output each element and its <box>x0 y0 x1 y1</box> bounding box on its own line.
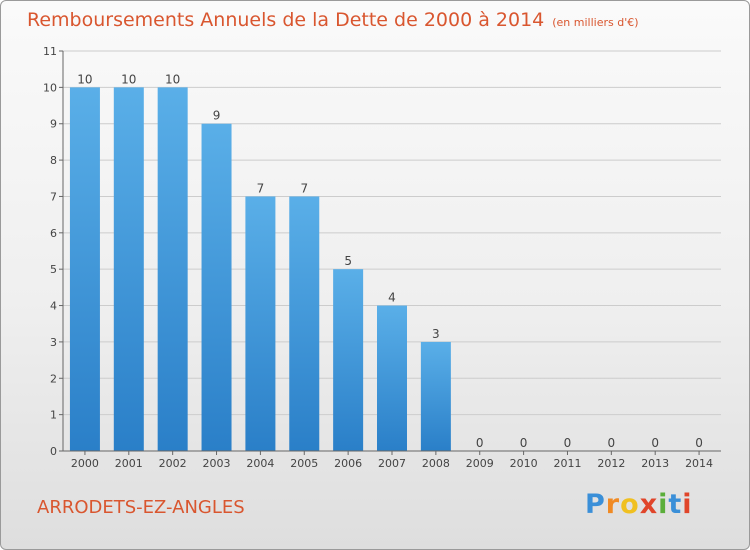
y-tick-label: 8 <box>50 154 57 167</box>
bar <box>333 269 364 451</box>
chart-title: Remboursements Annuels de la Dette de 20… <box>27 9 639 31</box>
y-tick-label: 7 <box>50 190 57 203</box>
x-tick-label: 2014 <box>685 457 713 470</box>
x-tick-label: 2003 <box>203 457 231 470</box>
y-tick-label: 9 <box>50 118 57 131</box>
x-tick-label: 2008 <box>422 457 450 470</box>
x-tick-label: 2001 <box>115 457 143 470</box>
chart-title-text: Remboursements Annuels de la Dette de 20… <box>27 9 545 31</box>
x-tick-label: 2012 <box>597 457 625 470</box>
bar <box>289 196 320 451</box>
bar <box>157 87 188 451</box>
y-tick-label: 3 <box>50 336 57 349</box>
y-tick-label: 4 <box>50 300 57 313</box>
bar-value-label: 4 <box>388 291 396 305</box>
bar-value-label: 0 <box>651 436 659 450</box>
y-tick-label: 6 <box>50 227 57 240</box>
bar-value-label: 0 <box>520 436 528 450</box>
y-tick-label: 2 <box>50 372 57 385</box>
bar <box>201 123 232 452</box>
bar-value-label: 0 <box>695 436 703 450</box>
y-tick-label: 5 <box>50 263 57 276</box>
logo-letter: t <box>668 489 683 520</box>
proxiti-logo: Proxiti <box>585 489 693 520</box>
bar-value-label: 0 <box>608 436 616 450</box>
bar-value-label: 0 <box>564 436 572 450</box>
x-tick-label: 2000 <box>71 457 99 470</box>
chart-subtitle: (en milliers d'€) <box>552 16 639 29</box>
logo-letter: P <box>585 489 606 520</box>
bar-value-label: 10 <box>165 72 180 86</box>
x-tick-label: 2013 <box>641 457 669 470</box>
logo-letter: o <box>620 489 640 520</box>
bar <box>245 196 276 451</box>
x-tick-label: 2005 <box>290 457 318 470</box>
logo-letter: i <box>658 489 669 520</box>
bar-value-label: 7 <box>300 181 308 195</box>
bar <box>420 341 451 451</box>
bar-value-label: 10 <box>77 72 92 86</box>
logo-letter: x <box>639 489 659 520</box>
bar-value-label: 7 <box>257 181 265 195</box>
y-tick-label: 10 <box>43 81 57 94</box>
bar-value-label: 5 <box>344 254 352 268</box>
commune-name: ARRODETS-EZ-ANGLES <box>37 497 245 518</box>
bar <box>113 87 144 451</box>
y-tick-label: 1 <box>50 409 57 422</box>
x-tick-label: 2007 <box>378 457 406 470</box>
x-tick-label: 2004 <box>246 457 274 470</box>
x-tick-label: 2002 <box>159 457 187 470</box>
bar <box>377 305 407 451</box>
x-tick-label: 2009 <box>466 457 494 470</box>
logo-letter: r <box>605 489 621 520</box>
y-tick-label: 0 <box>50 445 57 458</box>
x-tick-label: 2006 <box>334 457 362 470</box>
bar-value-label: 3 <box>432 327 440 341</box>
bar-value-label: 0 <box>476 436 484 450</box>
x-tick-label: 2011 <box>553 457 581 470</box>
bar-value-label: 9 <box>213 109 221 123</box>
bar-value-label: 10 <box>121 72 136 86</box>
x-tick-label: 2010 <box>510 457 538 470</box>
logo-letter: i <box>682 489 693 520</box>
y-tick-label: 11 <box>43 45 57 58</box>
bar <box>69 87 100 451</box>
